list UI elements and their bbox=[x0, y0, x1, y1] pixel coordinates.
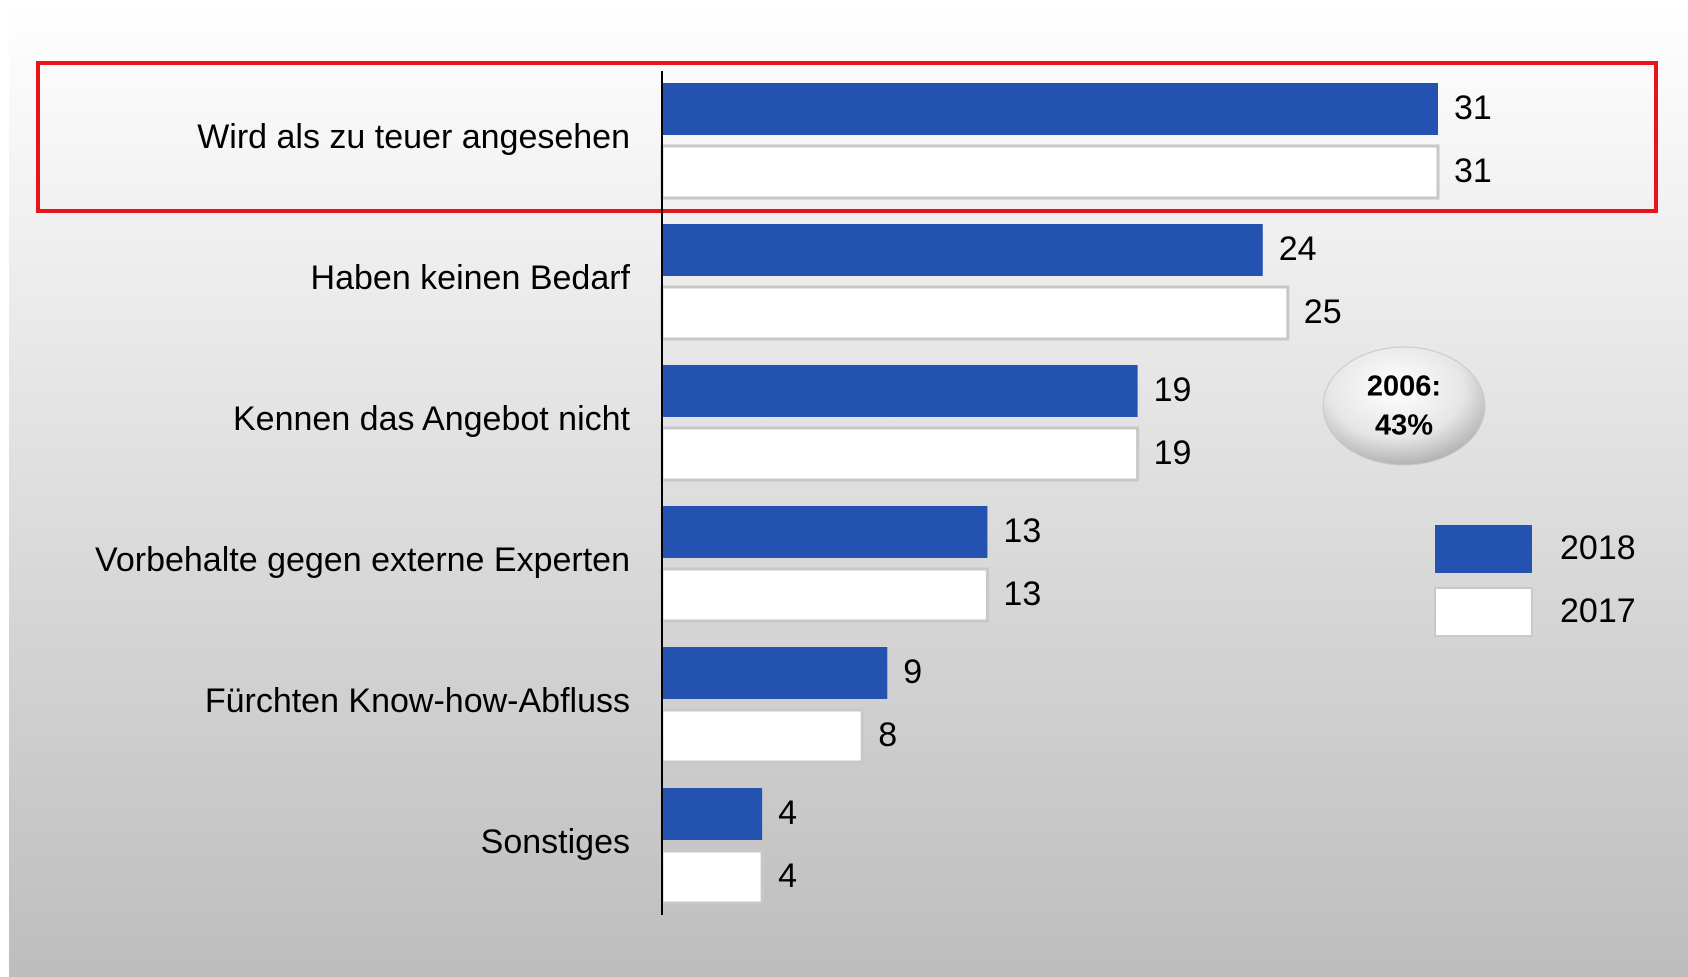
annotation: 2006: bbox=[1367, 371, 1441, 403]
value-label: 19 bbox=[1154, 434, 1192, 472]
category-label: Fürchten Know-how-Abfluss bbox=[205, 682, 630, 720]
bar bbox=[662, 365, 1138, 417]
value-label: 19 bbox=[1154, 371, 1192, 409]
bar bbox=[660, 567, 989, 623]
highlight-box bbox=[36, 61, 1658, 213]
bar bbox=[660, 144, 1440, 200]
legend-swatch bbox=[1435, 525, 1532, 573]
bar bbox=[660, 285, 1290, 341]
category-label: Haben keinen Bedarf bbox=[311, 259, 631, 297]
value-label: 25 bbox=[1304, 293, 1342, 331]
category-label: Vorbehalte gegen externe Experten bbox=[95, 541, 630, 579]
category-label: Wird als zu teuer angesehen bbox=[197, 118, 630, 156]
bar bbox=[662, 647, 888, 699]
value-label: 13 bbox=[1003, 575, 1041, 613]
value-label: 8 bbox=[878, 716, 897, 754]
value-label: 4 bbox=[778, 794, 797, 832]
bar bbox=[662, 506, 988, 558]
legend-swatch bbox=[1434, 587, 1533, 637]
value-label: 24 bbox=[1279, 230, 1317, 268]
bar bbox=[662, 83, 1438, 135]
bar bbox=[660, 708, 864, 764]
bar bbox=[660, 426, 1140, 482]
value-label: 31 bbox=[1454, 152, 1492, 190]
category-label: Kennen das Angebot nicht bbox=[233, 400, 631, 438]
value-label: 4 bbox=[778, 857, 797, 895]
legend-label: 2017 bbox=[1560, 592, 1636, 630]
category-label: Sonstiges bbox=[481, 823, 630, 861]
bar bbox=[660, 849, 764, 905]
annotation: 43% bbox=[1375, 410, 1433, 442]
legend-label: 2018 bbox=[1560, 529, 1636, 567]
bar bbox=[662, 224, 1263, 276]
bar bbox=[662, 788, 763, 840]
value-label: 31 bbox=[1454, 89, 1492, 127]
annotation-bubble bbox=[1322, 346, 1486, 466]
value-label: 9 bbox=[903, 653, 922, 691]
value-label: 13 bbox=[1003, 512, 1041, 550]
